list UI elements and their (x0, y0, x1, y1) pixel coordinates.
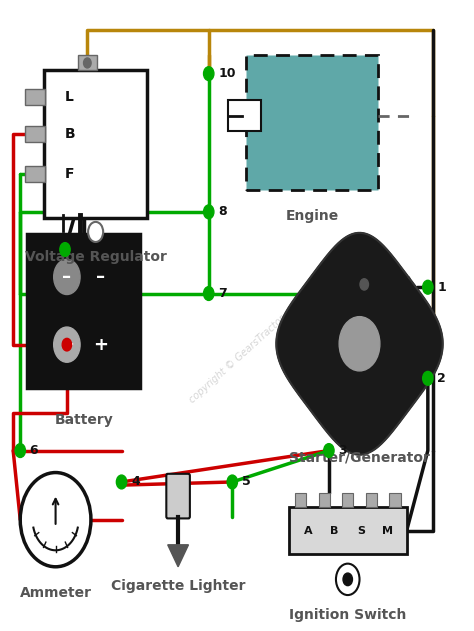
FancyBboxPatch shape (389, 493, 401, 507)
Text: copyright © GearsTractor: copyright © GearsTractor (187, 314, 287, 405)
Circle shape (62, 338, 72, 351)
Text: +: + (59, 336, 74, 353)
FancyBboxPatch shape (289, 507, 407, 554)
Text: 1: 1 (438, 281, 446, 293)
Circle shape (117, 475, 127, 489)
FancyBboxPatch shape (25, 89, 45, 105)
Text: Ignition Switch: Ignition Switch (289, 608, 406, 622)
Text: 10: 10 (218, 67, 236, 80)
Text: 5: 5 (242, 476, 250, 488)
Text: –: – (62, 268, 72, 286)
FancyBboxPatch shape (246, 55, 378, 190)
Circle shape (54, 327, 80, 362)
Text: F: F (65, 167, 74, 181)
FancyBboxPatch shape (295, 493, 306, 507)
Circle shape (203, 286, 214, 300)
Text: 9: 9 (74, 243, 83, 256)
Text: L: L (65, 90, 74, 104)
Text: Battery: Battery (55, 413, 113, 427)
Circle shape (83, 58, 91, 68)
FancyBboxPatch shape (25, 126, 45, 142)
Text: 6: 6 (30, 444, 38, 457)
FancyBboxPatch shape (44, 71, 147, 218)
Text: 8: 8 (218, 205, 227, 218)
FancyBboxPatch shape (365, 493, 377, 507)
Circle shape (339, 317, 380, 371)
FancyBboxPatch shape (228, 100, 261, 131)
Text: Cigarette Lighter: Cigarette Lighter (111, 579, 246, 593)
Polygon shape (276, 233, 443, 455)
Text: A: A (304, 526, 313, 536)
Text: M: M (382, 526, 392, 536)
Circle shape (343, 573, 353, 586)
Circle shape (324, 444, 334, 457)
Text: 4: 4 (131, 476, 140, 488)
Circle shape (60, 243, 70, 256)
FancyBboxPatch shape (319, 493, 330, 507)
FancyBboxPatch shape (342, 493, 354, 507)
Circle shape (203, 67, 214, 81)
Polygon shape (168, 545, 189, 567)
Circle shape (227, 475, 237, 489)
Text: +: + (93, 336, 109, 353)
Circle shape (20, 473, 91, 567)
Text: Starter/Generator: Starter/Generator (289, 451, 430, 464)
Circle shape (336, 563, 359, 595)
Circle shape (423, 280, 433, 294)
Text: 3: 3 (338, 444, 347, 457)
Text: Engine: Engine (286, 209, 339, 223)
Text: –: – (96, 268, 105, 286)
Text: 7: 7 (218, 287, 227, 300)
Circle shape (360, 279, 368, 290)
FancyBboxPatch shape (25, 166, 45, 182)
Circle shape (54, 259, 80, 295)
FancyBboxPatch shape (166, 474, 190, 519)
Text: B: B (330, 526, 339, 536)
FancyBboxPatch shape (27, 234, 140, 387)
FancyBboxPatch shape (78, 55, 97, 71)
Text: S: S (357, 526, 365, 536)
Circle shape (15, 444, 26, 457)
Circle shape (88, 222, 103, 242)
Text: Voltage Regulator: Voltage Regulator (25, 249, 166, 264)
Text: Ammeter: Ammeter (19, 586, 91, 599)
Text: 2: 2 (438, 372, 446, 385)
Circle shape (423, 372, 433, 386)
Text: B: B (65, 127, 76, 141)
Circle shape (203, 205, 214, 219)
